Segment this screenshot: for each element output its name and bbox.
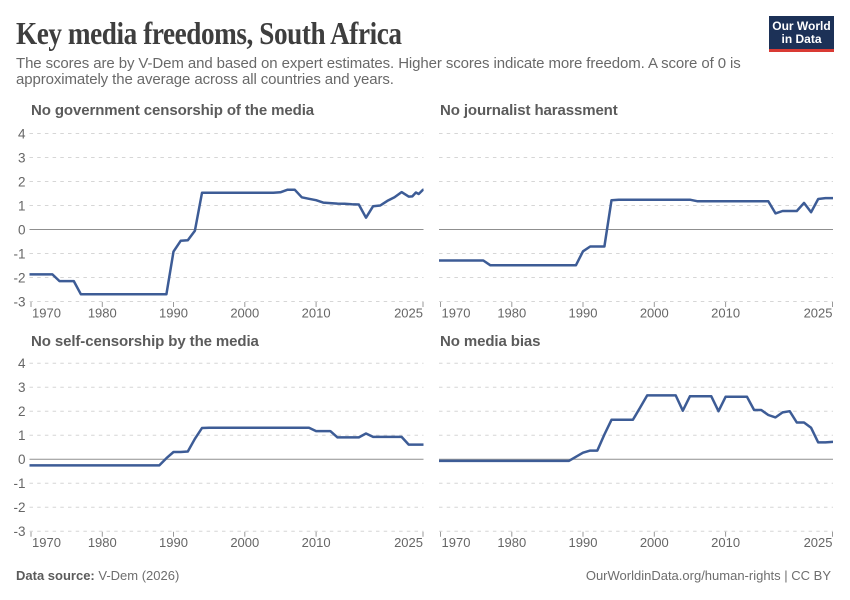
svg-text:4: 4 (18, 356, 26, 371)
svg-text:2010: 2010 (302, 306, 331, 321)
svg-text:2025: 2025 (804, 535, 833, 550)
svg-text:0: 0 (18, 452, 26, 467)
svg-text:2000: 2000 (640, 306, 669, 321)
svg-text:-2: -2 (13, 500, 25, 515)
svg-text:1980: 1980 (497, 535, 526, 550)
svg-text:1970: 1970 (442, 306, 471, 321)
svg-text:2025: 2025 (394, 306, 423, 321)
svg-text:-1: -1 (13, 246, 25, 261)
svg-text:2010: 2010 (302, 535, 331, 550)
svg-text:2000: 2000 (230, 535, 259, 550)
svg-text:4: 4 (18, 126, 26, 141)
svg-text:-1: -1 (13, 476, 25, 491)
svg-text:1970: 1970 (32, 535, 61, 550)
svg-text:1980: 1980 (88, 535, 117, 550)
svg-text:1: 1 (18, 428, 26, 443)
svg-text:1990: 1990 (569, 306, 598, 321)
svg-text:2: 2 (18, 404, 26, 419)
svg-text:2025: 2025 (394, 535, 423, 550)
svg-text:2010: 2010 (711, 535, 740, 550)
svg-text:0: 0 (18, 222, 26, 237)
svg-text:1990: 1990 (159, 535, 188, 550)
svg-text:1: 1 (18, 198, 26, 213)
svg-text:2: 2 (18, 174, 26, 189)
svg-text:-3: -3 (13, 524, 25, 539)
svg-text:2000: 2000 (640, 535, 669, 550)
svg-text:3: 3 (18, 380, 26, 395)
svg-text:-2: -2 (13, 270, 25, 285)
svg-text:-3: -3 (13, 294, 25, 309)
svg-text:1970: 1970 (32, 306, 61, 321)
svg-text:3: 3 (18, 150, 26, 165)
svg-text:1990: 1990 (569, 535, 598, 550)
svg-text:2025: 2025 (804, 306, 833, 321)
svg-text:1990: 1990 (159, 306, 188, 321)
svg-text:2010: 2010 (711, 306, 740, 321)
svg-text:2000: 2000 (230, 306, 259, 321)
svg-text:1980: 1980 (497, 306, 526, 321)
svg-text:1980: 1980 (88, 306, 117, 321)
svg-text:1970: 1970 (442, 535, 471, 550)
